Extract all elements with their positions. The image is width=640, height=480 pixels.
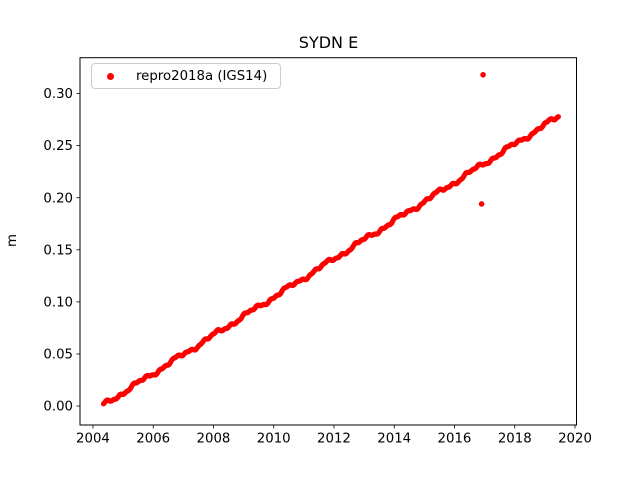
y-tick-label: 0.30 [43,87,73,102]
x-tick-label: 2006 [136,432,170,447]
y-tick-label: 0.25 [43,139,73,154]
chart-title: SYDN E [298,33,359,52]
scatter-series [100,114,562,407]
x-tick-label: 2010 [257,432,291,447]
x-tick-label: 2020 [558,432,592,447]
y-tick-label: 0.10 [43,295,73,310]
x-tick-label: 2014 [377,432,411,447]
y-tick-label: 0.15 [43,243,73,258]
legend-point-marker-icon [107,72,114,80]
legend-label: repro2018a (IGS14) [136,68,268,84]
legend: repro2018a (IGS14) [91,63,281,89]
x-tick-label: 2016 [438,432,472,447]
outlier-point [480,71,486,78]
outlier-point [478,201,485,207]
axes-frame [79,57,577,426]
x-tick-label: 2012 [317,432,351,447]
x-tick-label: 2008 [197,432,231,447]
x-tick-label: 2004 [76,432,110,447]
x-tick-label: 2018 [498,432,532,447]
y-tick-label: 0.05 [43,348,73,363]
y-axis-label: m [4,234,20,247]
y-tick-label: 0.20 [43,191,73,206]
y-tick-label: 0.00 [43,400,73,415]
